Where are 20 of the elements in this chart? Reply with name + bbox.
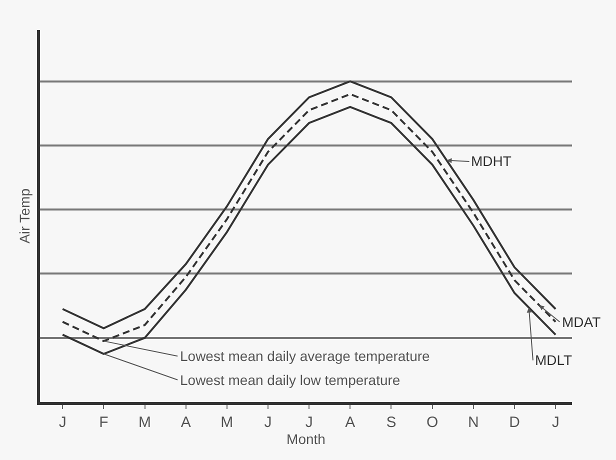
- annotation: Lowest mean daily low temperature: [180, 372, 400, 388]
- x-tick-label: J: [264, 414, 272, 431]
- annotation: Lowest mean daily average temperature: [180, 348, 430, 364]
- x-tick-label: M: [138, 414, 152, 431]
- series-label: MDAT: [562, 314, 602, 330]
- x-tick-label: A: [345, 414, 356, 431]
- y-axis-title: Air Temp: [16, 188, 33, 244]
- x-tick-label: F: [99, 414, 108, 431]
- x-axis-title: Month: [286, 431, 326, 447]
- x-tick-label: O: [426, 414, 438, 431]
- x-tick-label: D: [509, 414, 520, 431]
- x-tick-label: S: [386, 414, 396, 431]
- x-tick-label: A: [180, 414, 191, 431]
- series-label: MDHT: [471, 153, 512, 169]
- x-tick-label: N: [468, 414, 479, 431]
- x-tick-label: J: [552, 414, 560, 431]
- series-label: MDLT: [535, 352, 573, 368]
- x-tick-label: J: [58, 414, 66, 431]
- x-tick-label: M: [220, 414, 234, 431]
- x-tick-label: J: [305, 414, 313, 431]
